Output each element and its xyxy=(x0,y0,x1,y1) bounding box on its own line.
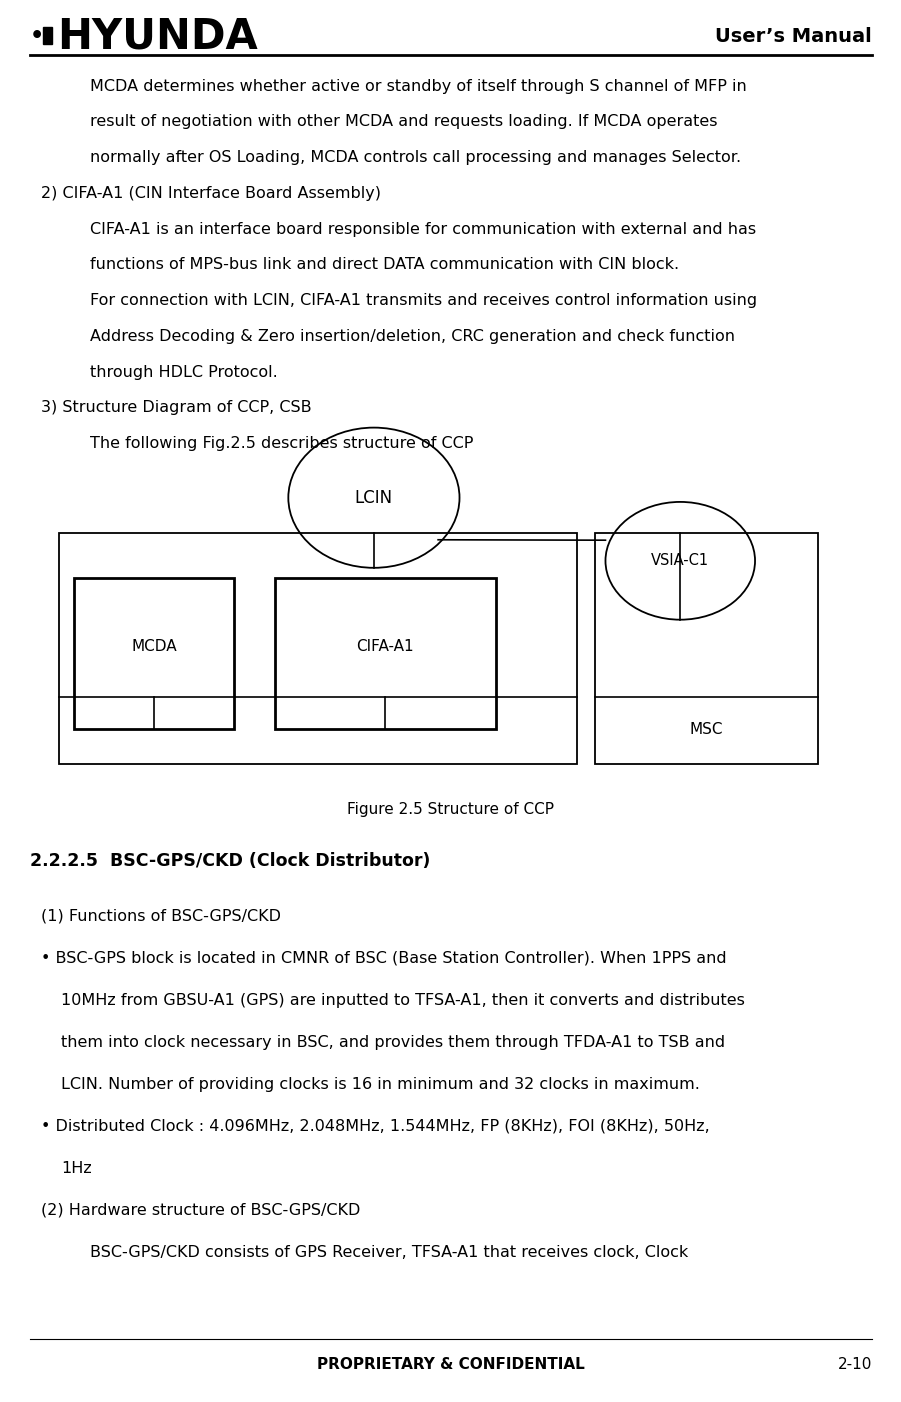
Text: MCDA: MCDA xyxy=(132,639,177,653)
Text: MCDA determines whether active or standby of itself through S channel of MFP in: MCDA determines whether active or standb… xyxy=(90,79,747,94)
Text: functions of MPS-bus link and direct DATA communication with CIN block.: functions of MPS-bus link and direct DAT… xyxy=(90,257,679,272)
Text: 10MHz from GBSU-A1 (GPS) are inputted to TFSA-A1, then it converts and distribut: 10MHz from GBSU-A1 (GPS) are inputted to… xyxy=(61,993,745,1008)
Text: 2) CIFA-A1 (CIN Interface Board Assembly): 2) CIFA-A1 (CIN Interface Board Assembly… xyxy=(41,185,380,200)
Bar xyxy=(43,27,52,43)
Text: 3) Structure Diagram of CCP, CSB: 3) Structure Diagram of CCP, CSB xyxy=(41,400,311,415)
Text: 2-10: 2-10 xyxy=(838,1357,872,1373)
Text: HYUNDA: HYUNDA xyxy=(57,15,258,57)
Text: For connection with LCIN, CIFA-A1 transmits and receives control information usi: For connection with LCIN, CIFA-A1 transm… xyxy=(90,293,757,308)
Text: them into clock necessary in BSC, and provides them through TFDA-A1 to TSB and: them into clock necessary in BSC, and pr… xyxy=(61,1035,725,1050)
Text: PROPRIETARY & CONFIDENTIAL: PROPRIETARY & CONFIDENTIAL xyxy=(316,1357,585,1373)
Text: The following Fig.2.5 describes structure of CCP: The following Fig.2.5 describes structur… xyxy=(90,436,473,451)
Text: result of negotiation with other MCDA and requests loading. If MCDA operates: result of negotiation with other MCDA an… xyxy=(90,114,717,129)
Text: LCIN. Number of providing clocks is 16 in minimum and 32 clocks in maximum.: LCIN. Number of providing clocks is 16 i… xyxy=(61,1077,700,1092)
Text: CIFA-A1 is an interface board responsible for communication with external and ha: CIFA-A1 is an interface board responsibl… xyxy=(90,222,756,237)
Text: Address Decoding & Zero insertion/deletion, CRC generation and check function: Address Decoding & Zero insertion/deleti… xyxy=(90,328,735,343)
Text: VSIA-C1: VSIA-C1 xyxy=(651,554,709,568)
Text: BSC-GPS/CKD consists of GPS Receiver, TFSA-A1 that receives clock, Clock: BSC-GPS/CKD consists of GPS Receiver, TF… xyxy=(90,1245,688,1260)
Text: User’s Manual: User’s Manual xyxy=(715,27,872,46)
Text: CIFA-A1: CIFA-A1 xyxy=(357,639,414,653)
Text: • Distributed Clock : 4.096MHz, 2.048MHz, 1.544MHz, FP (8KHz), FOI (8KHz), 50Hz,: • Distributed Clock : 4.096MHz, 2.048MHz… xyxy=(41,1119,709,1134)
Text: •: • xyxy=(30,27,44,46)
Text: (1) Functions of BSC-GPS/CKD: (1) Functions of BSC-GPS/CKD xyxy=(41,908,280,924)
Text: LCIN: LCIN xyxy=(355,489,393,506)
Text: MSC: MSC xyxy=(689,722,724,736)
Text: 1Hz: 1Hz xyxy=(61,1161,92,1176)
Text: Figure 2.5 Structure of CCP: Figure 2.5 Structure of CCP xyxy=(347,802,554,817)
Text: normally after OS Loading, MCDA controls call processing and manages Selector.: normally after OS Loading, MCDA controls… xyxy=(90,150,742,165)
Text: 2.2.2.5  BSC-GPS/CKD (Clock Distributor): 2.2.2.5 BSC-GPS/CKD (Clock Distributor) xyxy=(30,852,430,871)
Text: • BSC-GPS block is located in CMNR of BSC (Base Station Controller). When 1PPS a: • BSC-GPS block is located in CMNR of BS… xyxy=(41,951,726,966)
Text: through HDLC Protocol.: through HDLC Protocol. xyxy=(90,365,278,380)
Text: (2) Hardware structure of BSC-GPS/CKD: (2) Hardware structure of BSC-GPS/CKD xyxy=(41,1203,359,1218)
